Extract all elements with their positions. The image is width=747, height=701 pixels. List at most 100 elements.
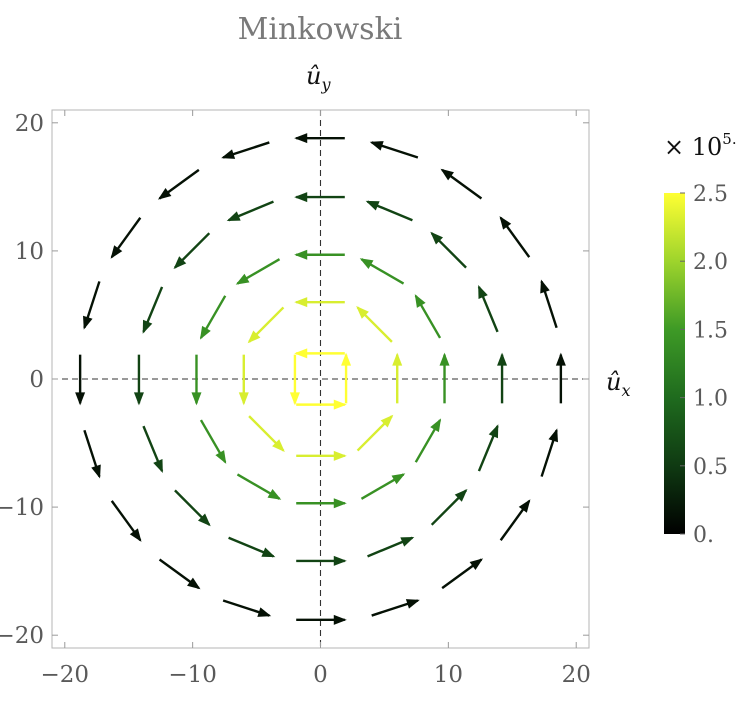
- field-arrow: [359, 258, 405, 285]
- field-arrow-head: [294, 192, 308, 203]
- field-arrow-head: [83, 315, 93, 330]
- field-arrow: [430, 231, 467, 269]
- field-arrow: [226, 200, 274, 222]
- field-arrow: [296, 614, 347, 625]
- field-arrow: [371, 599, 420, 617]
- field-arrow-head: [215, 450, 227, 464]
- field-arrow-head: [405, 599, 420, 609]
- colorbar-tick-label: 0.: [693, 523, 714, 548]
- x-tick-label: −20: [41, 662, 90, 688]
- field-arrow: [75, 354, 86, 406]
- x-tick-label: 10: [434, 662, 463, 688]
- field-arrow-head: [555, 352, 566, 366]
- field-arrow-head: [400, 536, 415, 547]
- field-arrow-head: [294, 348, 308, 359]
- field-arrow-head: [499, 216, 512, 230]
- x-tick-label: 0: [313, 662, 328, 688]
- field-arrow: [441, 558, 484, 590]
- colorbar-tick-label: 0.5: [693, 455, 728, 480]
- field-arrow-head: [414, 294, 426, 308]
- field-arrow: [294, 133, 345, 144]
- y-axis-label-symbol: û: [306, 62, 322, 90]
- field-arrow: [499, 499, 531, 541]
- field-arrow-head: [294, 133, 308, 144]
- field-arrow: [199, 419, 227, 464]
- field-arrow: [296, 399, 347, 410]
- field-arrow: [222, 599, 272, 617]
- field-arrow: [174, 489, 211, 527]
- field-arrow-head: [199, 325, 211, 340]
- field-arrow-head: [191, 392, 202, 406]
- field-arrow-head: [440, 168, 454, 181]
- field-arrow: [296, 498, 347, 509]
- field-arrow-head: [272, 439, 285, 452]
- field-arrow-head: [518, 499, 531, 513]
- field-arrow-head: [497, 352, 508, 366]
- field-arrow-head: [294, 297, 308, 308]
- colorbar-tick-label: 2.5: [693, 182, 728, 207]
- field-arrow-head: [478, 285, 488, 299]
- field-arrow-head: [173, 256, 187, 270]
- field-arrow: [191, 354, 202, 406]
- field-arrow-head: [261, 547, 276, 558]
- x-axis-label-symbol: û: [606, 368, 622, 396]
- field-arrow: [356, 306, 393, 343]
- y-axis-label: ûy: [306, 62, 331, 94]
- field-arrow-head: [356, 306, 369, 319]
- field-arrow-head: [392, 352, 403, 366]
- field-arrow: [221, 141, 270, 159]
- y-axis-label-subscript: y: [321, 74, 331, 94]
- y-tick-label: 0: [29, 367, 44, 393]
- colorbar-tick-label: 2.0: [693, 250, 728, 275]
- field-arrow: [142, 286, 164, 334]
- field-arrow: [392, 352, 403, 404]
- field-arrow: [247, 306, 285, 344]
- field-arrow: [238, 354, 249, 406]
- colorbar-tick-label: 1.0: [693, 387, 728, 412]
- x-tick-label: 20: [562, 662, 591, 688]
- field-arrow-head: [469, 558, 484, 571]
- field-arrow-head: [540, 279, 550, 294]
- field-arrow: [540, 428, 558, 477]
- field-arrow: [440, 168, 483, 200]
- field-arrow-head: [157, 187, 172, 200]
- field-arrow: [356, 414, 394, 452]
- field-arrow: [110, 217, 142, 259]
- field-arrow: [294, 192, 345, 203]
- field-arrow-head: [294, 249, 308, 260]
- field-arrow-head: [439, 352, 450, 366]
- field-arrow: [235, 258, 281, 285]
- field-arrow-head: [365, 200, 380, 211]
- field-arrow-head: [341, 352, 352, 366]
- field-arrow-head: [238, 392, 249, 406]
- colorbar-multiplier-base: × 10: [664, 133, 723, 161]
- field-arrow: [367, 536, 415, 558]
- colorbar: [664, 193, 685, 534]
- field-arrow-head: [142, 319, 153, 334]
- field-arrow-head: [380, 414, 394, 428]
- field-arrow: [248, 415, 285, 452]
- field-arrow: [430, 488, 468, 526]
- field-arrow: [142, 425, 164, 473]
- field-arrow-head: [333, 614, 347, 625]
- field-arrow-head: [110, 245, 123, 259]
- field-arrow: [477, 424, 499, 472]
- field-arrow-head: [226, 211, 241, 222]
- field-arrow: [439, 352, 450, 404]
- field-arrow-head: [129, 528, 142, 542]
- y-tick-label: 20: [15, 111, 44, 137]
- field-arrow-head: [133, 392, 144, 406]
- field-arrow-head: [454, 488, 468, 502]
- field-arrow: [294, 249, 345, 260]
- field-arrow: [173, 232, 211, 270]
- colorbar-multiplier: × 105.: [664, 130, 737, 161]
- field-arrow-head: [333, 399, 347, 410]
- field-arrow: [294, 348, 345, 359]
- field-arrow-head: [257, 607, 272, 617]
- x-axis-label: ûx: [606, 368, 631, 400]
- field-arrow-head: [359, 258, 374, 270]
- field-arrow-head: [289, 392, 300, 406]
- field-arrow: [555, 352, 566, 404]
- field-arrow-head: [187, 577, 201, 590]
